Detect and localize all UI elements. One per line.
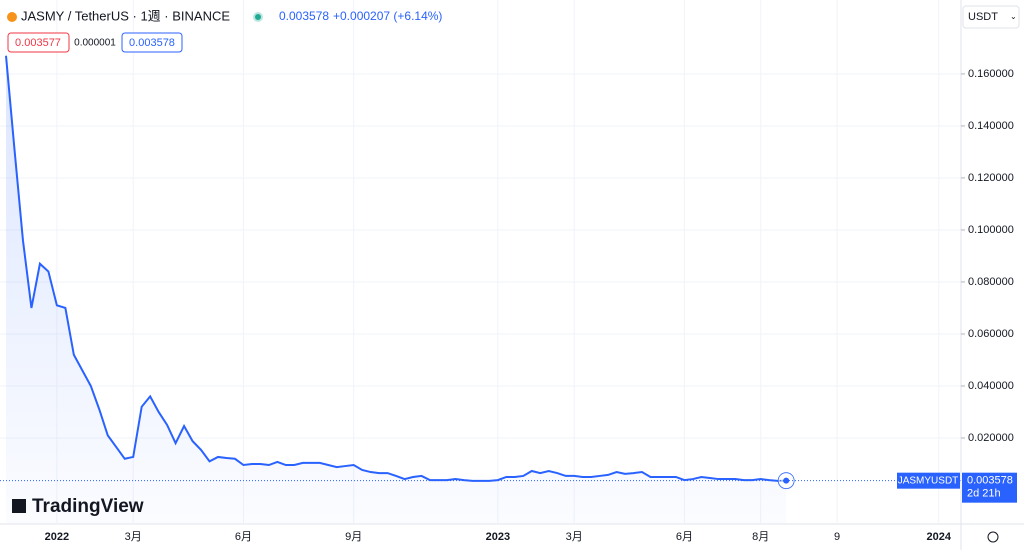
status-dot bbox=[255, 14, 261, 20]
settings-icon[interactable] bbox=[987, 531, 999, 543]
symbol-tag bbox=[897, 472, 960, 489]
ask-box[interactable] bbox=[121, 32, 183, 53]
logo: TradingView bbox=[32, 496, 144, 517]
x-tick-label: 9 bbox=[834, 531, 840, 543]
bid: 0.003577 bbox=[15, 37, 61, 49]
dropdown-arrow: ⌄ bbox=[1010, 12, 1017, 21]
symbol: JASMY / TetherUS · 1週 · BINANCE bbox=[21, 8, 230, 23]
plot bbox=[0, 55, 961, 523]
price-tag bbox=[962, 472, 1017, 503]
x-tick-label: 6月 bbox=[235, 531, 252, 543]
header-price: 0.003578 bbox=[279, 9, 329, 23]
header-change: +0.000207 (+6.14%) bbox=[333, 9, 442, 23]
y-tick-label: 0.020000 bbox=[968, 432, 1014, 444]
y-tick-label: 0.100000 bbox=[968, 224, 1014, 236]
y-tick-label: 0.140000 bbox=[968, 120, 1014, 132]
bid-box[interactable] bbox=[7, 32, 70, 53]
symbol-icon bbox=[7, 12, 17, 22]
x-tick-label: 2022 bbox=[45, 531, 69, 543]
x-tick-label: 2023 bbox=[486, 531, 510, 543]
x-tick-label: 3月 bbox=[125, 531, 142, 543]
area bbox=[6, 55, 787, 523]
price-tag-label: 0.003578 bbox=[967, 475, 1013, 487]
y-tick-label: 0.080000 bbox=[968, 276, 1014, 288]
y-tick-label: 0.060000 bbox=[968, 328, 1014, 340]
y-tick-label: 0.160000 bbox=[968, 68, 1014, 80]
logo-icon bbox=[12, 499, 26, 513]
x-tick-label: 9月 bbox=[345, 531, 362, 543]
x-tick-label: 3月 bbox=[566, 531, 583, 543]
price-line bbox=[5, 55, 787, 482]
currency: USDT bbox=[968, 11, 998, 23]
y-tick-label: 0.120000 bbox=[968, 172, 1014, 184]
grid bbox=[0, 0, 961, 523]
ask: 0.003578 bbox=[129, 37, 175, 49]
x-tick-label: 8月 bbox=[752, 531, 769, 543]
symbol-tag-label: JASMYUSDT bbox=[898, 475, 959, 486]
countdown: 2d 21h bbox=[967, 488, 1001, 500]
currency-select[interactable] bbox=[962, 5, 1020, 29]
x-tick-label: 6月 bbox=[676, 531, 693, 543]
x-tick-label: 2024 bbox=[927, 531, 952, 543]
spread: 0.000001 bbox=[74, 38, 116, 49]
y-tick-label: 0.040000 bbox=[968, 380, 1014, 392]
